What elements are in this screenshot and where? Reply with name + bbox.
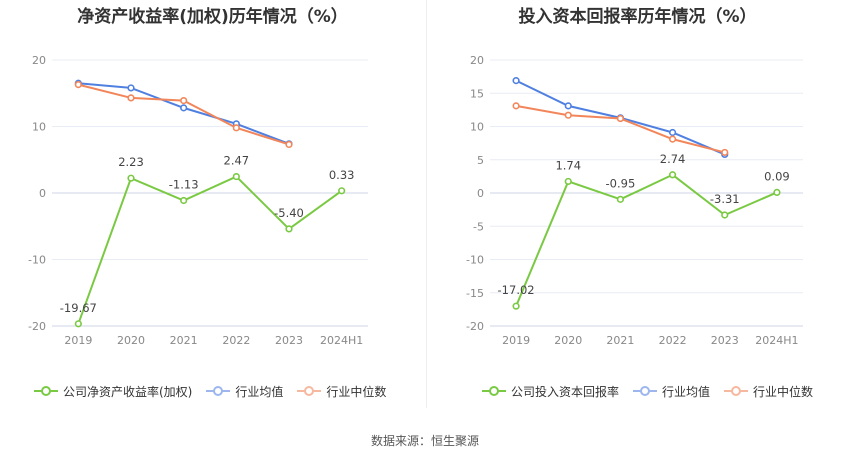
series-company-point [127,174,135,182]
data-label: 2.47 [224,154,250,168]
roe-legend: 公司净资产收益率(加权) 行业均值 行业中位数 [34,381,386,401]
y-tick-label: 20 [470,54,484,67]
x-tick-label: 2022 [659,334,687,347]
series-company-point [74,320,82,328]
data-label: -0.95 [606,176,636,190]
y-tick-label: -10 [28,254,46,267]
x-tick-label: 2020 [117,334,145,347]
legend-marker-avg-icon [633,386,658,396]
series-company-point [773,188,781,197]
series-industry-median-point [721,148,729,157]
y-tick-label: 0 [477,187,484,200]
series-company-point [285,225,293,233]
data-label: 1.74 [555,158,581,172]
series-industry-median-point [285,140,293,149]
x-tick-label: 2020 [554,334,582,347]
data-source-note: 数据来源：恒生聚源 [370,434,479,448]
x-tick-label: 2019 [64,334,92,347]
series-industry-avg-point [668,128,677,137]
data-label: -17.02 [498,283,535,297]
series-industry-avg-point [127,84,135,92]
legend-item-company[interactable]: 公司净资产收益率(加权) [34,383,192,400]
data-label: 2.74 [660,152,686,166]
x-tick-label: 2019 [502,334,530,347]
series-company-line [77,175,343,325]
series-company-line [515,173,778,307]
y-tick-label: 20 [32,54,46,67]
series-industry-median-point [232,124,240,132]
legend-marker-median-icon [724,386,749,396]
series-industry-median-point [74,81,82,89]
y-tick-label: 10 [470,121,484,134]
y-tick-label: -15 [466,287,484,300]
x-tick-label: 2023 [711,334,739,347]
chart-title-roe: 净资产收益率(加权)历年情况（%） [77,7,348,27]
legend-label-company: 公司投入资本回报率 [511,384,620,399]
legend-label-company: 公司净资产收益率(加权) [63,384,193,399]
series-company-point [512,302,520,310]
series-industry-median-point [512,102,520,110]
data-label: -3.31 [710,192,740,206]
series-industry-median-point [564,111,572,119]
x-tick-label: 2023 [275,334,303,347]
roic-legend: 公司投入资本回报率 行业均值 行业中位数 [482,381,813,401]
legend-item-avg[interactable]: 行业均值 [206,383,283,400]
series-industry-median-line [78,83,290,146]
data-label: 2.23 [118,155,144,169]
series-industry-median-point [127,94,135,102]
x-tick-label: 2024H1 [320,334,363,347]
panel-divider [426,0,427,408]
legend-item-median[interactable]: 行业中位数 [297,383,386,400]
y-tick-label: 0 [39,187,46,200]
series-industry-median-line [515,104,725,154]
series-industry-avg-point [564,102,572,110]
x-tick-label: 2024H1 [755,334,798,347]
x-tick-label: 2022 [222,334,250,347]
series-industry-median-point [668,135,677,143]
data-label: -5.40 [274,206,304,220]
legend-item-median[interactable]: 行业中位数 [724,383,813,400]
series-company-point [180,196,188,205]
series-company-point [564,177,572,186]
roic-chart: 20 15 10 5 0 -5 -10 -15 -20 2019 2020 2021 2022 2023 2… [466,54,803,347]
legend-label-median: 行业中位数 [753,384,814,399]
y-tick-label: -20 [466,320,484,333]
series-industry-avg-point [180,104,188,112]
y-tick-label: 10 [32,121,46,134]
chart-title-roic: 投入资本回报率历年情况（%） [518,7,757,27]
data-label: 0.09 [764,169,790,183]
y-tick-label: -20 [28,320,46,333]
legend-label-avg: 行业均值 [662,384,711,399]
y-tick-label: -5 [473,220,484,233]
series-industry-avg-point [512,77,520,85]
data-label: 0.33 [329,168,355,182]
y-tick-label: -10 [466,254,484,267]
legend-label-avg: 行业均值 [235,384,284,399]
x-tick-label: 2021 [606,334,634,347]
series-company-point [232,172,240,181]
roe-chart: 20 10 0 -10 -20 2019 2020 2021 2022 2023 2024H1 -19… [28,54,368,347]
legend-item-avg[interactable]: 行业均值 [633,383,710,400]
data-label: -19.67 [60,301,97,315]
y-tick-label: 15 [470,87,484,100]
legend-marker-company-icon [482,386,506,396]
legend-label-median: 行业中位数 [326,384,387,399]
legend-marker-avg-icon [206,386,231,396]
legend-item-company[interactable]: 公司投入资本回报率 [482,383,619,400]
data-label: -1.13 [169,178,199,192]
y-tick-label: 5 [477,154,484,167]
legend-marker-company-icon [34,386,58,396]
series-company-point [721,211,729,219]
series-industry-median-point [180,96,188,105]
series-company-point [338,187,346,195]
series-industry-median-point [616,114,625,123]
series-company-point [616,195,625,203]
series-company-point [668,171,677,179]
x-tick-label: 2021 [170,334,198,347]
legend-marker-median-icon [297,386,322,396]
